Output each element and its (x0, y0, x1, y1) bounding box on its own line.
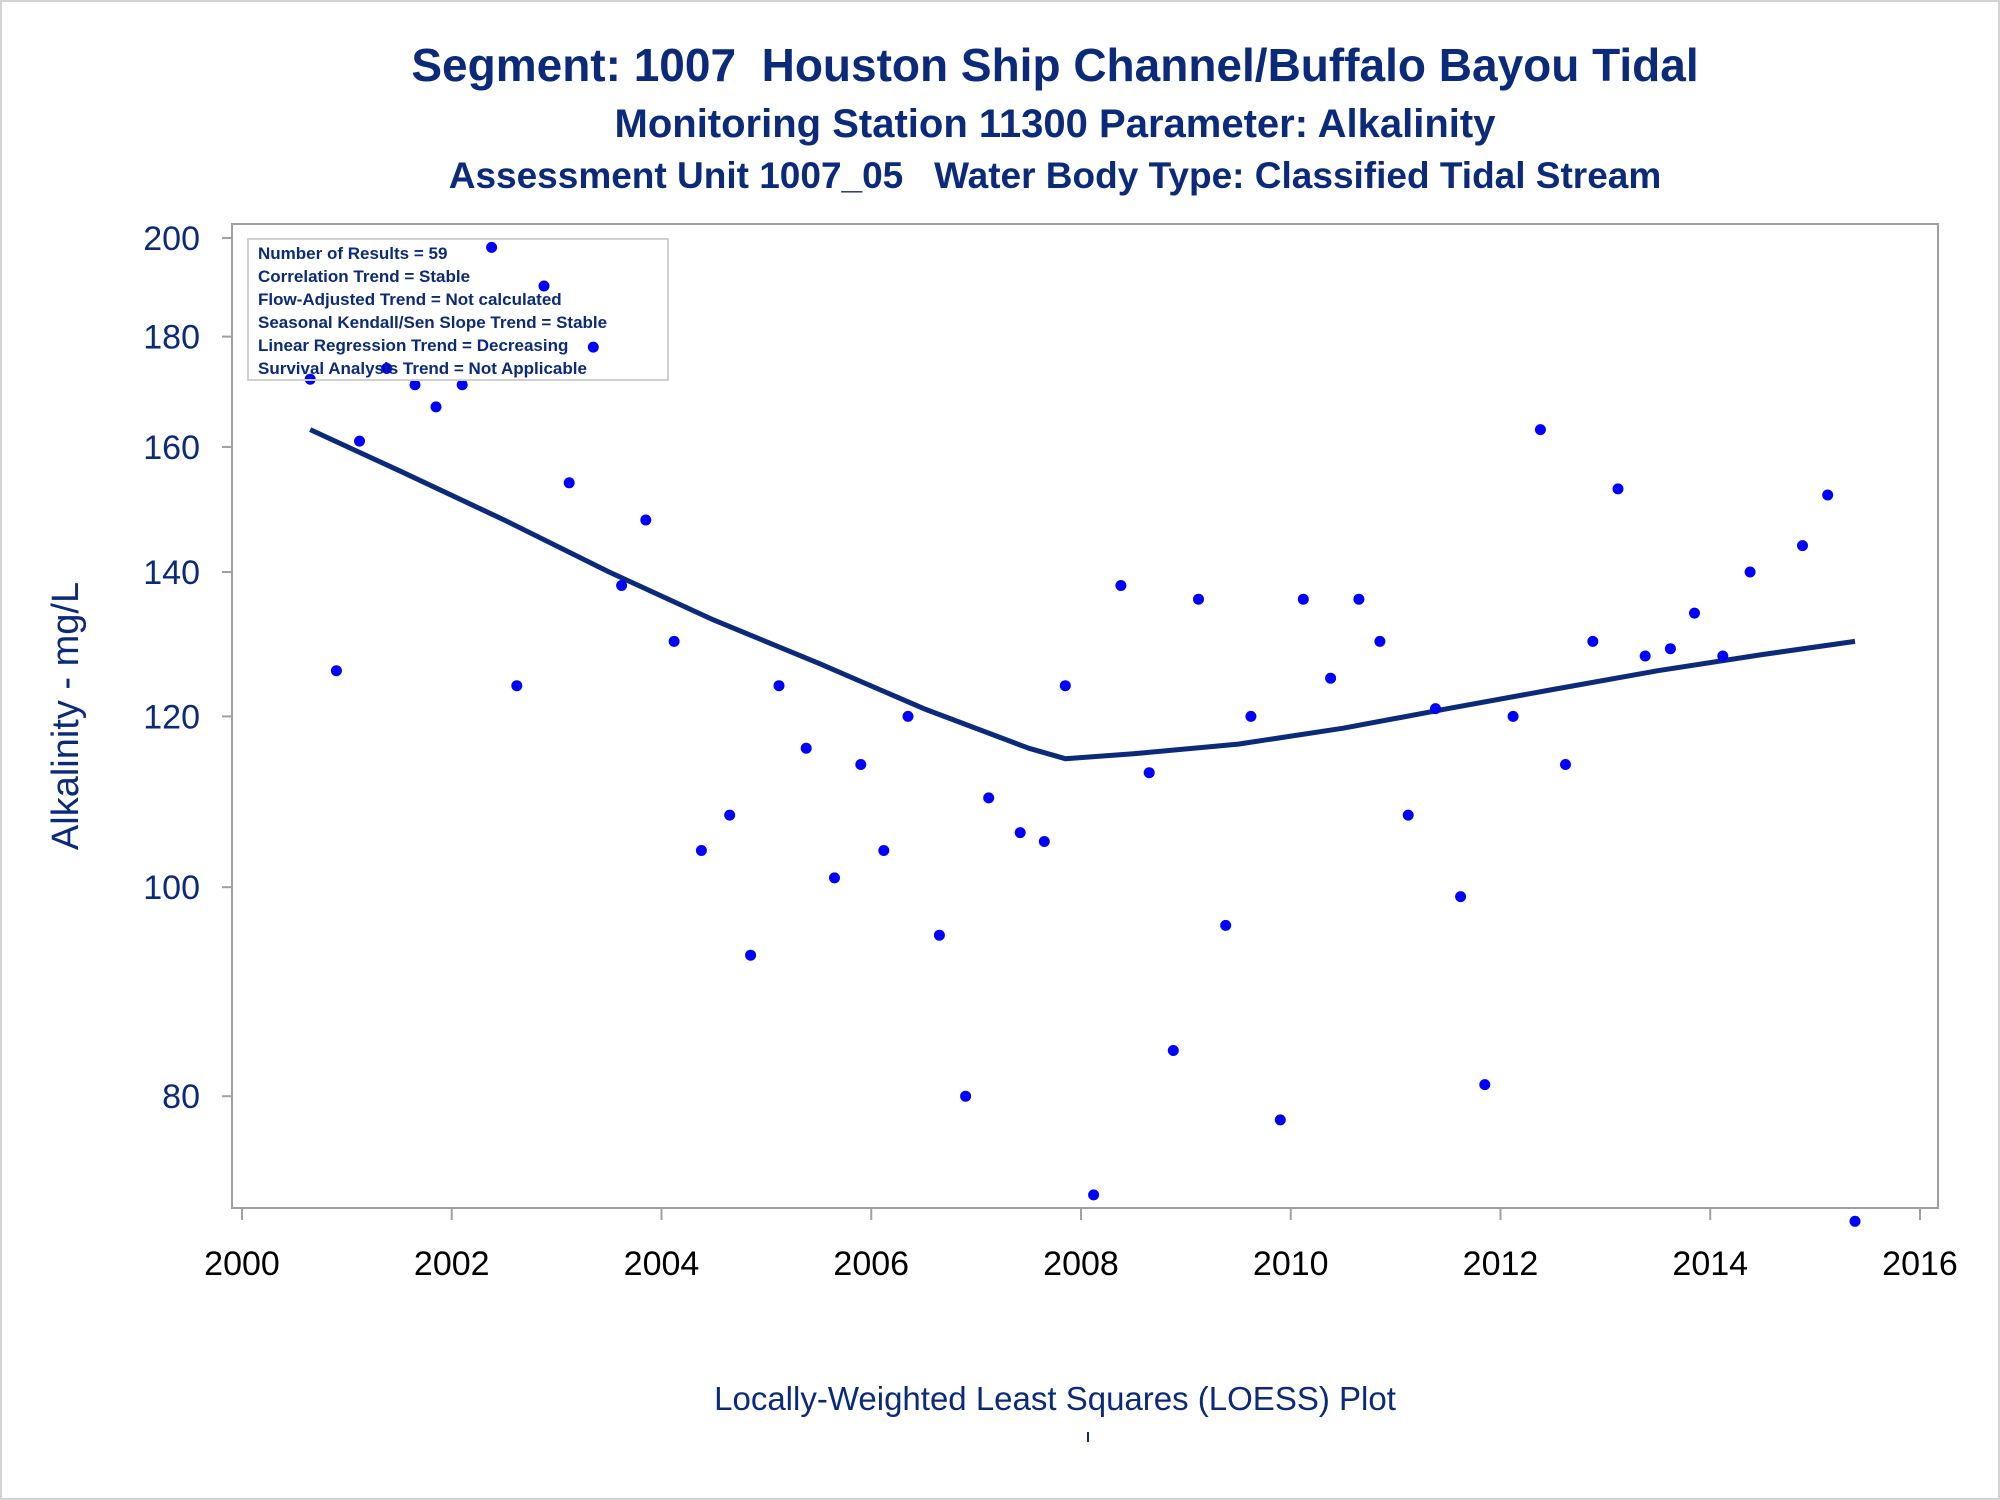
data-point (1612, 483, 1624, 495)
data-point (960, 1090, 972, 1102)
chart-subtitle: Monitoring Station 11300 Parameter: Alka… (614, 102, 1496, 146)
x-axis: 2000 2002 2004 2006 2008 2010 2012 2014 2016 (204, 1208, 1958, 1283)
data-point (354, 435, 365, 447)
data-point (1274, 1114, 1286, 1126)
data-point (486, 241, 498, 253)
x-tick-label: 2008 (1043, 1245, 1119, 1283)
data-point (587, 341, 599, 353)
data-point (1430, 703, 1441, 715)
data-point (1014, 827, 1026, 839)
data-point (724, 809, 736, 821)
data-point (800, 742, 812, 754)
chart-subtitle-2: Assessment Unit 1007_05 Water Body Type:… (448, 155, 1662, 196)
data-point (616, 580, 628, 591)
data-point (1297, 593, 1309, 605)
data-point (1088, 1189, 1100, 1201)
loess-line-layer (309, 427, 1856, 762)
y-axis: 80 100 120 140 160 180 200 (143, 220, 232, 1116)
data-point (1822, 489, 1834, 501)
data-point (1402, 809, 1414, 821)
data-point (1167, 1045, 1179, 1056)
data-point (902, 710, 914, 722)
stats-line-correlation: Correlation Trend = Stable (258, 267, 470, 286)
data-point (640, 514, 652, 526)
data-point (538, 280, 550, 292)
data-point (1717, 650, 1729, 662)
y-tick-label: 140 (143, 554, 200, 592)
data-point (1220, 919, 1232, 931)
data-point (1507, 710, 1519, 722)
x-tick-label: 2004 (624, 1245, 700, 1283)
data-point (745, 949, 757, 961)
data-point (1689, 607, 1700, 619)
data-point (456, 379, 468, 391)
plot-footnote: Locally-Weighted Least Squares (LOESS) P… (714, 1380, 1396, 1417)
stats-legend-box: Number of Results = 59 Correlation Trend… (247, 238, 669, 381)
y-tick-label: 180 (143, 319, 200, 357)
data-point (829, 872, 840, 884)
data-point (1664, 643, 1676, 655)
data-point (1353, 593, 1365, 605)
x-tick-label: 2016 (1882, 1245, 1958, 1283)
data-point (1059, 680, 1071, 692)
data-point (695, 845, 707, 856)
chart-title: Segment: 1007 Houston Ship Channel/Buffa… (411, 39, 1699, 91)
stats-line-survival: Survival Analysis Trend = Not Applicable (258, 359, 587, 378)
x-tick-label: 2010 (1253, 1245, 1329, 1283)
data-point (1245, 710, 1257, 722)
data-point (1115, 580, 1127, 591)
data-point (409, 379, 421, 391)
data-point (933, 929, 945, 941)
y-axis-label: Alkalinity - mg/L (45, 582, 87, 850)
data-point (1455, 891, 1467, 903)
loess-line (309, 427, 1856, 762)
data-point (1849, 1215, 1861, 1227)
data-point (668, 635, 680, 647)
data-point (1038, 836, 1050, 847)
data-point (1325, 672, 1337, 684)
data-point (773, 680, 785, 692)
data-point (1797, 540, 1808, 552)
data-point (563, 477, 575, 489)
y-tick-label: 100 (143, 869, 200, 907)
stats-line-seasonal-kendall: Seasonal Kendall/Sen Slope Trend = Stabl… (258, 313, 607, 332)
data-point (511, 680, 523, 692)
x-tick-label: 2006 (833, 1245, 909, 1283)
stats-line-flow-adjusted: Flow-Adjusted Trend = Not calculated (258, 290, 562, 309)
x-tick-label: 2002 (414, 1245, 490, 1283)
x-tick-label: 2014 (1672, 1245, 1748, 1283)
data-point (1639, 650, 1651, 662)
data-point (878, 845, 890, 856)
data-point (430, 401, 442, 413)
y-tick-label: 160 (143, 429, 200, 467)
data-point (1534, 424, 1546, 436)
data-point (983, 792, 995, 804)
data-point (1143, 767, 1155, 779)
x-tick-label: 2000 (204, 1245, 280, 1283)
stats-box-border (247, 238, 669, 381)
footnote-tick (1087, 1432, 1089, 1442)
data-point (1479, 1079, 1491, 1091)
y-tick-label: 200 (143, 220, 200, 258)
data-point (1587, 635, 1599, 647)
y-tick-label: 120 (143, 698, 200, 736)
data-point (1193, 593, 1204, 605)
data-point (1374, 635, 1386, 647)
stats-line-count: Number of Results = 59 (258, 244, 447, 263)
data-points-layer (304, 241, 1861, 1227)
data-point (1744, 566, 1756, 578)
x-tick-label: 2012 (1463, 1245, 1539, 1283)
data-point (855, 759, 867, 770)
data-point (381, 362, 393, 374)
data-point (1560, 759, 1571, 770)
data-point (330, 665, 342, 677)
stats-line-linear-regression: Linear Regression Trend = Decreasing (258, 336, 568, 355)
y-tick-label: 80 (162, 1078, 200, 1116)
